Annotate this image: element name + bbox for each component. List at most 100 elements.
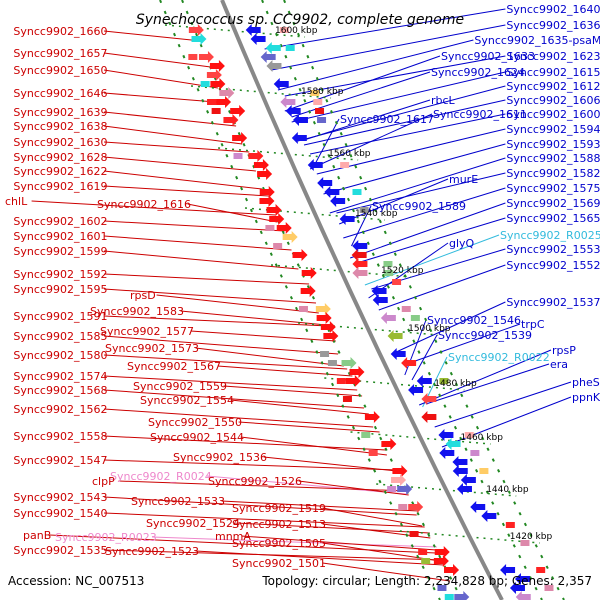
label-connector: [103, 111, 237, 127]
gene-label-right: Syncc9902_1537: [506, 296, 600, 309]
gene-feature-reverse: [500, 564, 516, 576]
gene-label-left: Syncc9902_1638: [13, 120, 107, 133]
label-connector: [406, 323, 521, 365]
gene-feature-reverse: [421, 393, 437, 405]
scale-tick-label: 1460 kbp: [461, 433, 504, 443]
gene-feature-block: [361, 432, 371, 438]
gene-feature-block: [409, 531, 419, 537]
gene-feature-block: [265, 225, 275, 231]
gene-feature-reverse: [438, 429, 454, 441]
scale-tick-label: 1580 kbp: [301, 87, 344, 97]
label-connector: [103, 235, 292, 251]
label-connector: [195, 347, 344, 367]
label-connector: [187, 203, 278, 223]
label-connector: [425, 363, 550, 405]
gene-feature-reverse: [265, 42, 281, 54]
gene-label-left: Syncc9902_1562: [13, 403, 107, 416]
label-connector: [339, 178, 449, 225]
gene-feature-block: [479, 468, 489, 474]
gene-feature-block: [200, 81, 210, 87]
gene-label-right: trpC: [521, 318, 545, 331]
gene-feature-block: [398, 504, 408, 510]
gene-feature-reverse: [292, 114, 308, 126]
label-connector: [236, 522, 430, 534]
label-connector: [195, 550, 445, 566]
gene-feature-forward: [364, 411, 380, 423]
label-connector: [223, 385, 363, 397]
gene-feature-forward: [397, 483, 413, 495]
label-connector: [378, 264, 506, 311]
label-connector: [395, 301, 506, 353]
track-guide: [261, 0, 543, 600]
gene-feature-block: [310, 90, 320, 96]
gene-feature-block: [327, 360, 337, 366]
gene-feature-block: [536, 567, 546, 573]
label-connector: [156, 294, 319, 314]
gene-feature-reverse: [250, 33, 266, 45]
gene-label-right: Syncc9902_1623: [506, 50, 600, 63]
gene-label-left: Syncc9902_1558: [13, 430, 107, 443]
gene-label-left: Syncc9902_R0024: [110, 470, 212, 483]
label-connector: [303, 99, 506, 146]
gene-feature-block: [340, 162, 350, 168]
gene-label-left: Syncc9902_1536: [173, 451, 267, 464]
label-connector: [103, 288, 317, 304]
gene-feature-block: [383, 261, 393, 267]
label-connector: [180, 310, 327, 326]
gene-feature-block: [315, 108, 325, 114]
gene-feature-reverse: [421, 411, 437, 423]
gene-label-left: Syncc9902_1540: [13, 507, 107, 520]
label-connector: [323, 143, 506, 195]
label-connector: [103, 52, 211, 68]
gene-feature-forward: [301, 267, 317, 279]
gene-label-right: Syncc9902_1633: [441, 50, 535, 63]
gene-feature-block: [359, 207, 369, 213]
gene-feature-block: [273, 243, 283, 249]
gene-label-left: Syncc9902_1580: [13, 349, 107, 362]
label-connector: [291, 71, 431, 118]
gene-label-left: Syncc9902_1639: [13, 106, 107, 119]
label-connector: [221, 500, 419, 512]
gene-feature-block: [279, 27, 289, 33]
gene-label-left: Syncc9902_1599: [13, 245, 107, 258]
map-title: Synechococcus sp. CC9902, complete genom…: [136, 12, 464, 28]
gene-label-left: Syncc9902_1544: [150, 431, 244, 444]
gene-label-right: Syncc9902_R0022: [448, 351, 550, 364]
label-connector: [411, 334, 438, 381]
label-connector: [103, 170, 263, 190]
accession-text: Accession: NC_007513: [8, 574, 145, 588]
gene-label-right: Syncc9902_1600: [506, 108, 600, 121]
gene-label-right: rbcL: [431, 94, 456, 107]
gene-feature-block: [470, 450, 480, 456]
gene-label-right: Syncc9902_1539: [438, 329, 532, 342]
gene-label-left: Syncc9902_1601: [13, 230, 107, 243]
gene-feature-forward: [391, 474, 407, 486]
gene-label-right: Syncc9902_1593: [506, 138, 600, 151]
label-connector: [103, 30, 202, 42]
gene-label-right: Syncc9902_1575: [506, 182, 600, 195]
label-connector: [291, 71, 506, 123]
gene-feature-forward: [219, 87, 235, 99]
gene-label-right: Syncc9902_1565: [506, 212, 600, 225]
gene-feature-block: [211, 108, 221, 114]
label-connector: [103, 220, 285, 232]
label-connector: [277, 39, 474, 91]
gene-features: [188, 24, 554, 600]
gene-feature-forward: [276, 222, 292, 234]
gene-feature-block: [298, 306, 308, 312]
gene-label-left: Syncc9902_R0023: [55, 531, 157, 544]
gene-feature-forward: [191, 33, 207, 45]
label-connector: [103, 156, 256, 172]
gene-feature-block: [207, 99, 217, 105]
label-connector: [241, 535, 437, 551]
gene-feature-reverse: [445, 438, 461, 450]
gene-feature-reverse: [515, 591, 531, 600]
gene-label-left: Syncc9902_1559: [133, 380, 227, 393]
gene-feature-block: [320, 351, 330, 357]
gene-label-right: Syncc9902_1589: [372, 200, 466, 213]
label-connector: [217, 365, 353, 377]
gene-feature-reverse: [285, 105, 301, 117]
gene-label-right: rpsP: [552, 344, 576, 357]
label-connector: [230, 399, 369, 415]
gene-feature-forward: [230, 105, 246, 117]
